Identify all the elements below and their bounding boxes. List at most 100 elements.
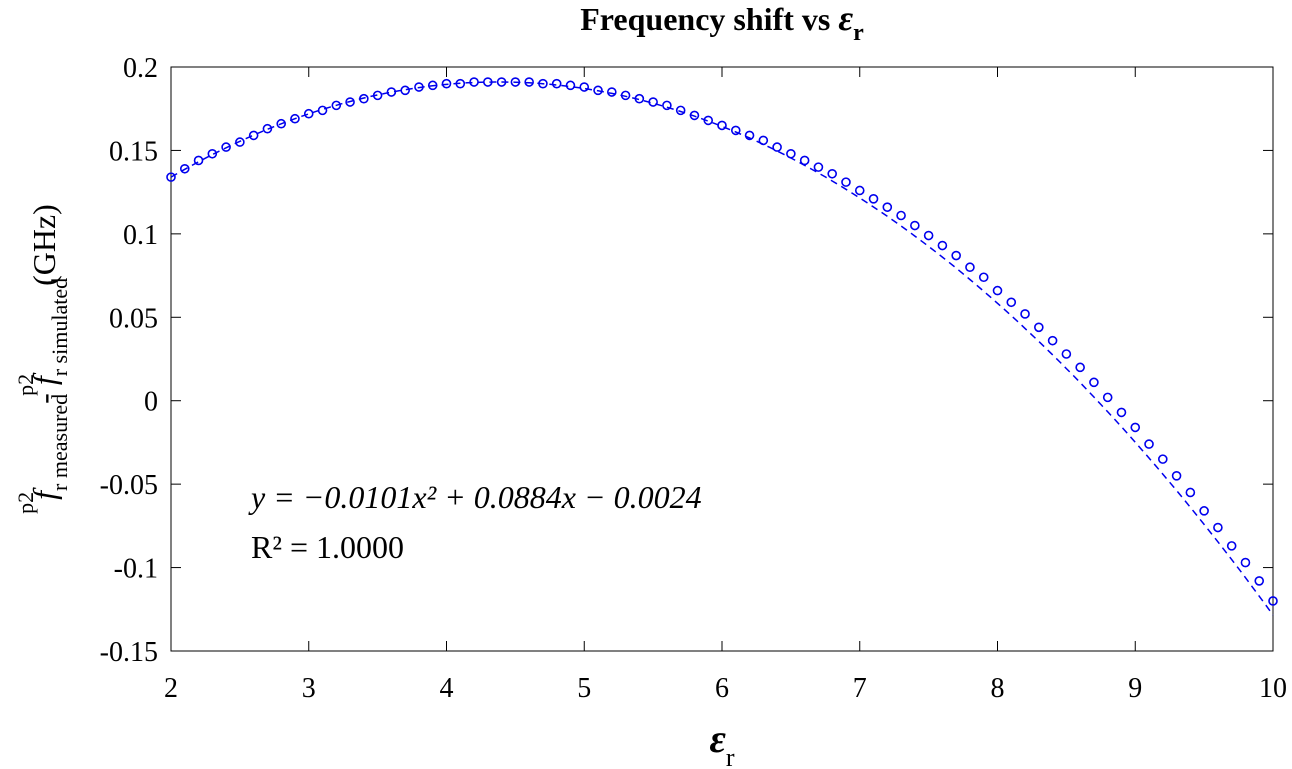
data-point xyxy=(1226,541,1237,551)
data-point xyxy=(923,230,934,241)
x-tick-labels: 2 3 4 5 6 7 8 9 10 xyxy=(164,673,1287,704)
data-point xyxy=(772,142,782,152)
data-point xyxy=(813,162,824,172)
data-point xyxy=(675,105,686,116)
data-point xyxy=(400,85,410,96)
chart-title: Frequency shift vs εr xyxy=(580,0,864,46)
data-points xyxy=(166,77,1278,606)
data-point xyxy=(303,108,314,119)
data-point xyxy=(166,172,176,182)
x-tick-label: 10 xyxy=(1259,673,1287,704)
data-point xyxy=(827,168,838,179)
data-point xyxy=(331,100,342,111)
data-point xyxy=(1075,362,1085,373)
data-point xyxy=(276,118,287,129)
data-point xyxy=(193,155,204,166)
data-point xyxy=(496,77,507,87)
data-point xyxy=(606,87,617,97)
data-point xyxy=(207,148,218,159)
data-point xyxy=(1268,596,1278,606)
y-tick-label: 0 xyxy=(144,387,158,418)
x-axis-label: εr xyxy=(709,716,734,769)
data-point xyxy=(386,87,397,97)
data-point xyxy=(1061,349,1072,359)
data-point xyxy=(1240,557,1251,568)
data-point xyxy=(179,163,190,174)
x-tick-label: 5 xyxy=(577,673,591,704)
data-point xyxy=(359,93,369,104)
data-point xyxy=(965,262,975,273)
data-point xyxy=(1199,506,1209,516)
data-point xyxy=(799,155,810,166)
data-point xyxy=(441,78,452,89)
data-point xyxy=(593,85,603,96)
data-point xyxy=(538,78,548,89)
x-tick-label: 6 xyxy=(715,673,729,704)
axis-ticks xyxy=(170,66,1274,652)
data-point xyxy=(1213,522,1223,533)
data-point xyxy=(1047,335,1058,346)
data-point xyxy=(1089,377,1099,388)
data-point xyxy=(1116,407,1127,418)
data-point xyxy=(1130,422,1141,433)
data-point xyxy=(1254,576,1265,586)
data-point xyxy=(414,82,424,92)
data-point xyxy=(717,120,727,131)
x-tick-label: 9 xyxy=(1128,673,1142,704)
r-squared-annotation: R² = 1.0000 xyxy=(251,529,404,565)
data-point xyxy=(662,100,672,111)
data-point xyxy=(648,97,658,107)
data-point xyxy=(744,130,755,141)
data-point xyxy=(1185,487,1196,498)
data-point xyxy=(992,285,1003,296)
y-tick-labels: -0.15 -0.1 -0.05 0 0.05 0.1 0.15 0.2 xyxy=(100,53,158,668)
data-point xyxy=(248,130,259,141)
data-point xyxy=(937,240,948,251)
data-point xyxy=(620,90,631,101)
data-point xyxy=(854,185,865,196)
data-point xyxy=(703,115,714,126)
data-point xyxy=(689,110,700,121)
data-point xyxy=(524,77,534,87)
data-point xyxy=(551,78,562,89)
data-point xyxy=(786,148,796,159)
data-point xyxy=(565,80,576,91)
equation-annotation: y = −0.0101x² + 0.0884x − 0.0024 xyxy=(248,479,702,515)
data-point xyxy=(262,123,273,134)
data-point xyxy=(427,80,438,91)
data-point xyxy=(1144,439,1154,449)
data-point xyxy=(868,194,879,204)
data-point xyxy=(882,202,893,212)
data-point xyxy=(758,135,769,146)
y-tick-label: 0.1 xyxy=(123,220,158,251)
data-point xyxy=(1171,470,1182,481)
y-tick-label: 0.2 xyxy=(123,53,158,84)
x-tick-label: 7 xyxy=(853,673,867,704)
y-tick-label: 0.15 xyxy=(109,136,158,167)
data-point xyxy=(1034,322,1044,333)
x-tick-label: 4 xyxy=(440,673,454,704)
data-point xyxy=(221,142,231,152)
data-point xyxy=(1020,309,1030,319)
data-point xyxy=(730,125,741,136)
data-point xyxy=(235,137,245,147)
x-tick-label: 8 xyxy=(991,673,1005,704)
data-point xyxy=(1006,297,1017,308)
data-point xyxy=(841,177,851,187)
data-point xyxy=(951,250,961,261)
y-tick-label: -0.1 xyxy=(114,554,158,585)
data-point xyxy=(455,78,466,89)
data-point xyxy=(317,105,328,116)
data-point xyxy=(579,82,590,92)
data-point xyxy=(1158,454,1168,464)
y-tick-label: -0.15 xyxy=(100,637,158,668)
data-point xyxy=(510,77,521,87)
data-point xyxy=(290,113,300,124)
x-tick-label: 3 xyxy=(302,673,316,704)
y-tick-label: 0.05 xyxy=(109,303,158,334)
y-tick-label: -0.05 xyxy=(100,470,158,501)
data-point xyxy=(372,90,383,101)
data-point xyxy=(345,97,355,107)
data-point xyxy=(910,220,920,231)
